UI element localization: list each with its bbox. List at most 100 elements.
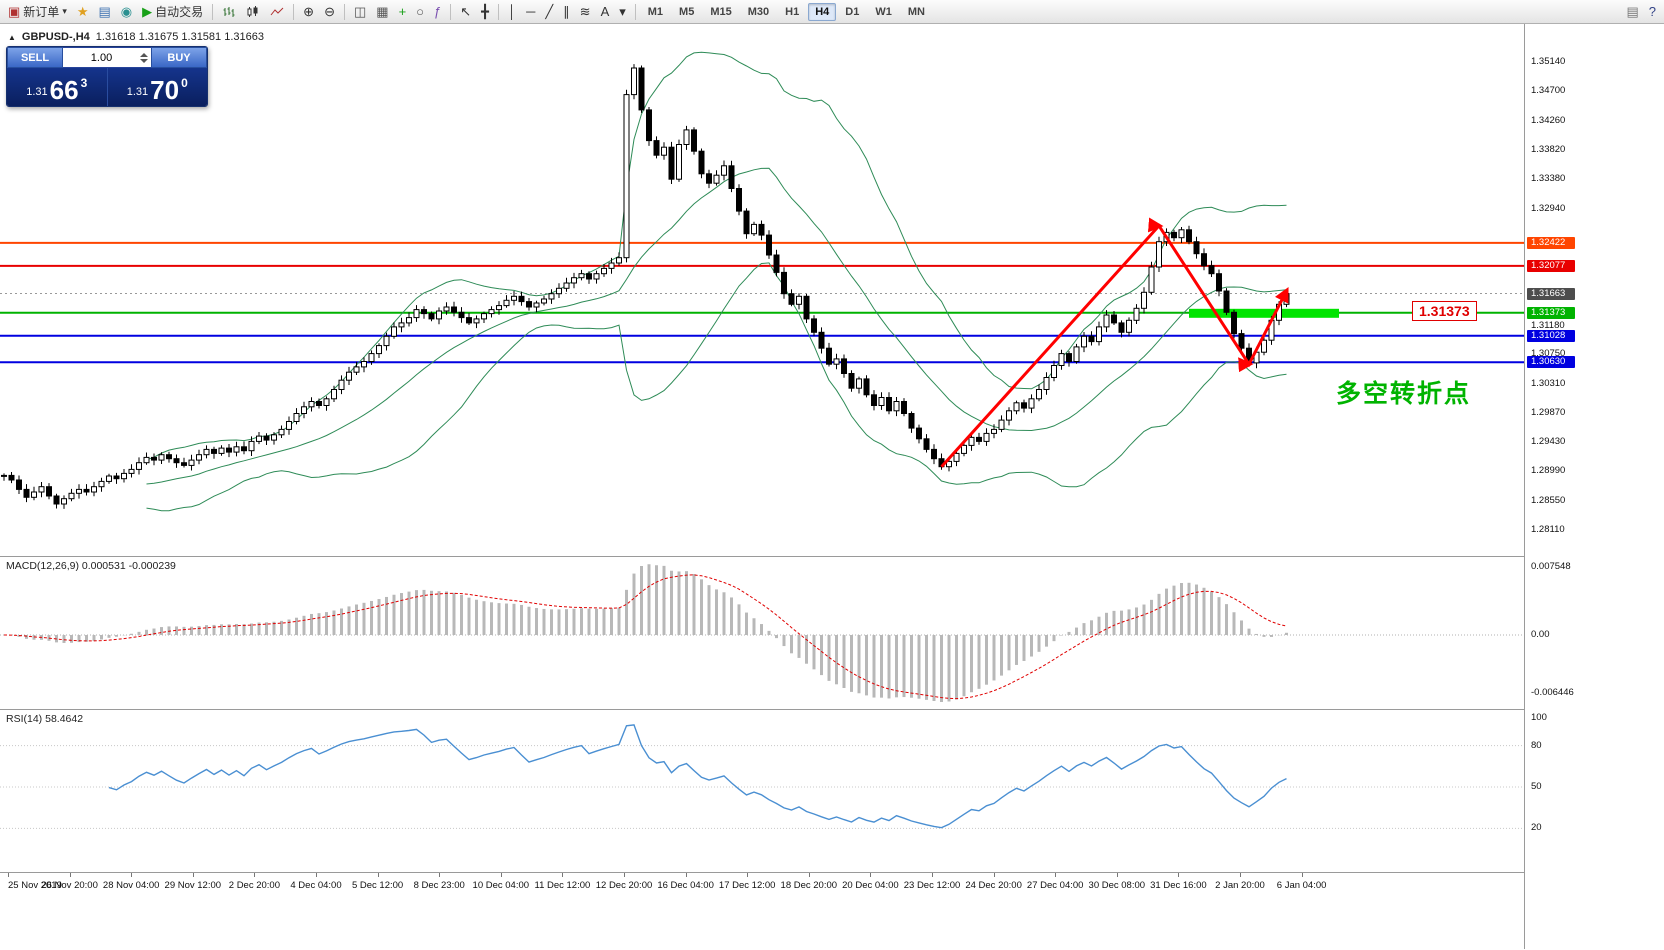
zoom-out-icon[interactable]: ⊖ xyxy=(320,2,339,22)
candle-body xyxy=(1201,253,1207,267)
support-zone-rect[interactable] xyxy=(1189,308,1339,318)
candle-body xyxy=(1111,314,1117,324)
favorites-icon-glyph: ★ xyxy=(76,4,89,19)
candle-body xyxy=(181,462,187,466)
sell-price-display[interactable]: 1.31 66 3 xyxy=(7,68,107,106)
candle-body xyxy=(466,317,472,324)
candlestick-chart-icon[interactable] xyxy=(242,2,264,22)
candle-body xyxy=(668,146,675,180)
timeframe-mn[interactable]: MN xyxy=(907,5,925,18)
bar-chart-icon[interactable] xyxy=(218,2,240,22)
candle-body xyxy=(908,413,915,429)
help-icon[interactable]: ? xyxy=(1645,2,1660,22)
date-axis[interactable]: 25 Nov 2019 26 Nov 20:00 28 Nov 04:00 29 No… xyxy=(0,873,1524,949)
macd-chart[interactable] xyxy=(0,557,1524,709)
candle-body xyxy=(481,313,487,320)
candle-body xyxy=(46,486,52,497)
price-scale-label: 1.35140 xyxy=(1531,56,1566,67)
line-chart-icon[interactable] xyxy=(266,2,288,22)
volume-value[interactable]: 1.00 xyxy=(90,51,113,64)
timeframe-w1[interactable]: W1 xyxy=(875,5,892,18)
panel-divider[interactable] xyxy=(0,556,1664,557)
date-tick xyxy=(500,873,502,877)
panel-divider[interactable] xyxy=(0,709,1664,710)
timeframe-d1[interactable]: D1 xyxy=(845,5,860,18)
candle-body xyxy=(533,302,540,308)
buy-price-display[interactable]: 1.31 70 0 xyxy=(108,68,208,106)
candle-body xyxy=(968,436,975,446)
candle-body xyxy=(893,401,900,412)
rsi-panel[interactable]: RSI(14) 58.4642 xyxy=(0,710,1524,872)
timeframe-m30[interactable]: M30 xyxy=(747,5,770,18)
trendline-icon-glyph: ╱ xyxy=(545,4,554,19)
main-chart[interactable] xyxy=(0,24,1524,556)
rsi-chart[interactable] xyxy=(0,710,1524,872)
timeframe-m1[interactable]: M1 xyxy=(647,5,664,18)
new-order-button[interactable]: ▣ 新订单 ▾ xyxy=(4,2,71,22)
volume-up-icon[interactable] xyxy=(140,52,148,57)
zoom-in-icon[interactable]: ⊕ xyxy=(299,2,318,22)
volume-field[interactable]: 1.00 xyxy=(63,47,151,68)
buy-button[interactable]: BUY xyxy=(151,47,207,68)
timeframe-h1[interactable]: H1 xyxy=(785,5,800,18)
candle-body xyxy=(728,165,735,190)
new-chart-icon[interactable]: + xyxy=(395,2,411,22)
volume-spinner[interactable] xyxy=(140,52,148,64)
candle-body xyxy=(76,488,82,494)
cycle-icon[interactable]: ○ xyxy=(412,2,428,22)
timeframe-h4[interactable]: H4 xyxy=(808,2,837,21)
tile-windows-icon[interactable]: ◫ xyxy=(350,2,370,22)
candle-body xyxy=(473,318,480,324)
candle-body xyxy=(916,427,922,440)
candle-body xyxy=(121,472,127,480)
vertical-line-icon-glyph: │ xyxy=(507,4,517,19)
panel-divider[interactable] xyxy=(0,872,1664,873)
timeframe-m5[interactable]: M5 xyxy=(679,5,695,18)
volume-down-icon[interactable] xyxy=(140,58,148,63)
window-list-icon[interactable]: ▤ xyxy=(1622,2,1642,22)
candle-body xyxy=(1013,402,1020,412)
cascade-windows-icon[interactable]: ▦ xyxy=(372,2,392,22)
timeframe-m15[interactable]: M15 xyxy=(710,5,732,18)
cursor-icon[interactable]: ↖ xyxy=(456,2,475,22)
candle-body xyxy=(428,313,435,320)
candle-body xyxy=(983,432,990,442)
candle-body xyxy=(383,335,390,347)
price-scale[interactable]: 1.35140 1.34700 1.34260 1.33820 1.33380 1.329… xyxy=(1524,24,1664,949)
sell-price-point: 3 xyxy=(80,76,88,90)
arrows-dropdown-icon[interactable]: ▾ xyxy=(615,2,630,22)
buy-price-point: 0 xyxy=(181,76,188,90)
channel-icon[interactable]: ∥ xyxy=(559,2,574,22)
candle-body xyxy=(8,474,15,481)
candle-body xyxy=(946,460,952,468)
favorites-icon[interactable]: ★ xyxy=(73,2,93,22)
trendline-icon[interactable]: ╱ xyxy=(541,2,557,22)
candle-body xyxy=(1006,410,1012,421)
toolbar-separator xyxy=(497,3,499,20)
community-icon-glyph: ◉ xyxy=(120,4,133,19)
macd-panel[interactable]: MACD(12,26,9) 0.000531 -0.000239 xyxy=(0,557,1524,709)
trend-zigzag-arrows[interactable] xyxy=(940,217,1289,468)
date-tick xyxy=(1055,873,1057,877)
main-chart-panel[interactable]: ▲ GBPUSD-,H4 1.31618 1.31675 1.31581 1.3… xyxy=(0,24,1524,556)
price-scale-label: 0.00 xyxy=(1531,629,1550,640)
candle-body xyxy=(106,475,112,482)
text-icon[interactable]: A xyxy=(597,2,614,22)
candle-body xyxy=(698,150,705,175)
main-toolbar: ▣ 新订单 ▾ ★ ▤ ◉ ▶ 自动交易 ⊕ ⊖ ◫ ▦ + ○ ƒ ↖ ╋ │ ─ ╱ ∥ ≋ A ▾ M1 M5 M15 M30 H… xyxy=(0,0,1664,24)
autotrading-button[interactable]: ▶ 自动交易 xyxy=(138,2,207,22)
candle-body xyxy=(1126,319,1132,333)
indicators-icon[interactable]: ƒ xyxy=(430,2,445,22)
candle-body xyxy=(1148,266,1155,293)
candle-body xyxy=(376,345,382,355)
fibonacci-icon[interactable]: ≋ xyxy=(576,2,595,22)
candle-body xyxy=(256,435,262,442)
crosshair-icon[interactable]: ╋ xyxy=(477,2,493,22)
text-icon-glyph: A xyxy=(600,4,610,19)
sell-button[interactable]: SELL xyxy=(7,47,63,68)
date-label: 26 Nov 20:00 xyxy=(41,880,98,891)
horizontal-line-icon[interactable]: ─ xyxy=(522,2,539,22)
charts-profile-icon[interactable]: ▤ xyxy=(95,2,115,22)
community-icon[interactable]: ◉ xyxy=(117,2,136,22)
vertical-line-icon[interactable]: │ xyxy=(504,2,520,22)
